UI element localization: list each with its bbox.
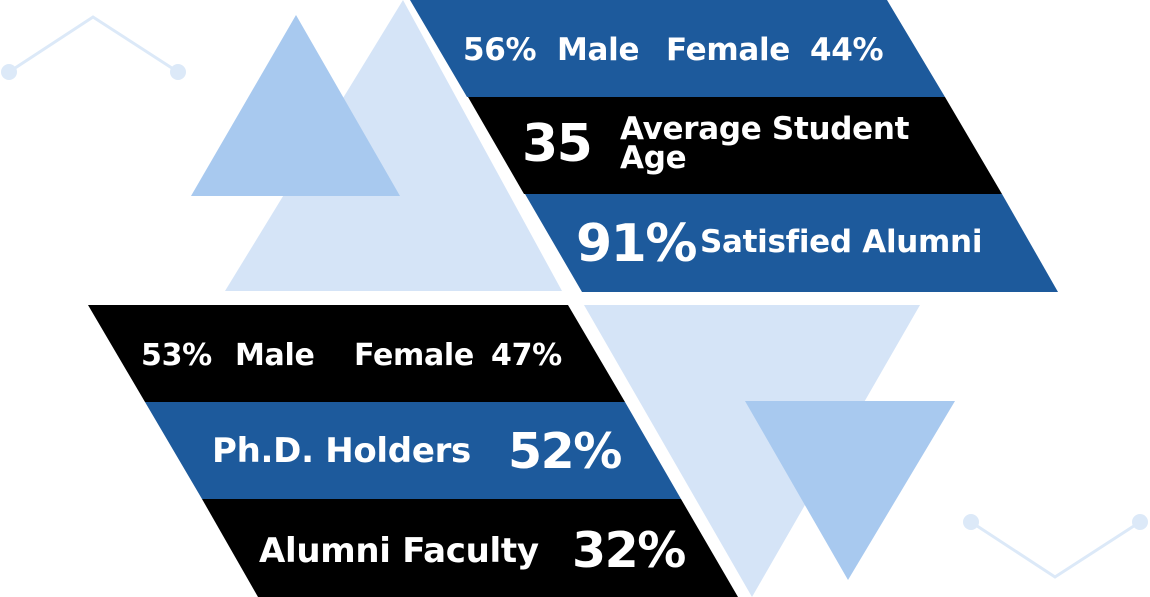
decorative-line-top-left <box>1 15 186 80</box>
average-age-label: Average Student Age <box>620 111 910 176</box>
decorative-line-bottom-right <box>963 514 1148 579</box>
bottom-male-label: Male <box>235 338 315 373</box>
top-male-label: Male <box>557 32 640 68</box>
top-male-percent: 56% <box>463 32 537 68</box>
medium-triangle-down <box>745 401 955 580</box>
alumni-faculty-label: Alumni Faculty <box>259 531 539 571</box>
phd-holders-label: Ph.D. Holders <box>212 431 471 471</box>
band-top-satisfaction <box>525 194 1058 292</box>
alumni-faculty-value: 32% <box>572 522 686 579</box>
phd-holders-value: 52% <box>508 423 622 480</box>
band-bottom-alumni-faculty <box>202 499 738 597</box>
satisfied-alumni-label: Satisfied Alumni <box>700 224 983 260</box>
band-bottom-gender <box>88 305 625 402</box>
bottom-female-label: Female <box>354 338 474 373</box>
average-age-value: 35 <box>522 114 593 174</box>
large-triangle-up <box>225 0 562 291</box>
band-bottom-phd <box>145 402 681 499</box>
top-female-percent: 44% <box>810 32 884 68</box>
band-top-gender <box>410 0 945 97</box>
band-top-age <box>468 97 1002 194</box>
top-female-label: Female <box>666 32 791 68</box>
medium-triangle-up <box>191 15 400 196</box>
bottom-male-percent: 53% <box>141 338 212 373</box>
satisfied-alumni-value: 91% <box>576 214 697 274</box>
bottom-female-percent: 47% <box>491 338 562 373</box>
large-triangle-down <box>584 305 920 597</box>
